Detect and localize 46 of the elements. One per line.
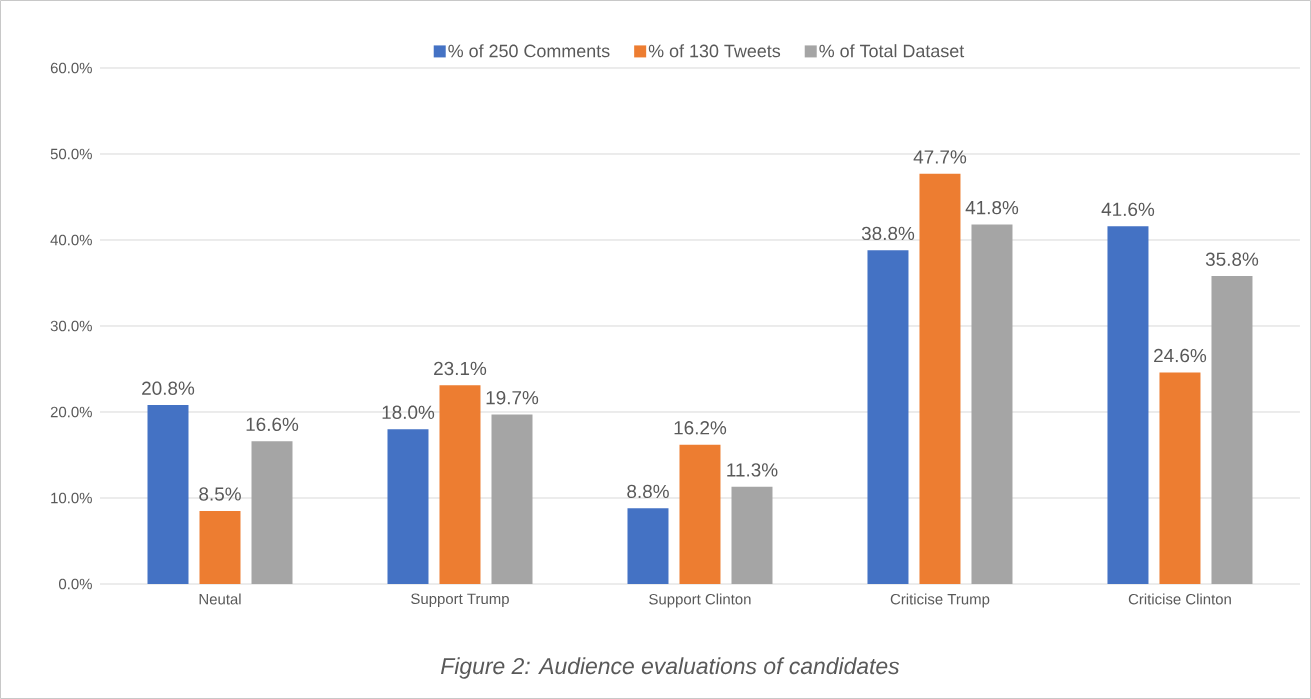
bar: [387, 429, 429, 584]
data-label: 18.0%: [382, 405, 435, 419]
x-tick-label: Criticise Clinton: [1128, 593, 1231, 605]
bar: [1159, 372, 1201, 584]
bar: [867, 250, 909, 584]
data-label: 41.6%: [1101, 202, 1155, 217]
bar: [627, 508, 669, 584]
x-tick-label: Neutal: [199, 593, 241, 605]
x-tick-label: Support Trump: [411, 593, 509, 608]
y-tick-label: 50.0%: [50, 148, 92, 160]
bar: [491, 414, 533, 584]
data-label: 8.5%: [199, 487, 241, 501]
data-label: 19.7%: [486, 390, 539, 405]
data-label: 38.8%: [861, 226, 915, 241]
x-tick-label: Support Clinton: [649, 593, 751, 608]
y-tick-label: 10.0%: [51, 492, 92, 504]
y-tick-label: 20.0%: [50, 406, 92, 418]
data-label: 47.7%: [913, 150, 967, 164]
legend-label: % of Total Dataset: [819, 44, 965, 58]
y-tick-label: 30.0%: [50, 320, 92, 332]
bar: [1211, 276, 1253, 584]
data-label: 16.6%: [246, 417, 299, 432]
bar: [251, 441, 293, 584]
legend-label: % of 130 Tweets: [648, 44, 781, 58]
x-tick-label: Criticise Trump: [890, 593, 990, 608]
bar: [147, 405, 189, 584]
bar: [1107, 226, 1149, 584]
y-tick-label: 0.0%: [59, 578, 92, 590]
legend-label: % of 250 Comments: [448, 44, 610, 58]
data-label: 41.8%: [965, 200, 1019, 215]
data-label: 11.3%: [727, 463, 778, 477]
bar: [731, 486, 773, 584]
data-label: 8.8%: [627, 484, 669, 499]
data-label: 24.6%: [1154, 348, 1207, 363]
y-tick-label: 60.0%: [50, 62, 92, 74]
caption: Figure 2: Audience evaluations of candidates: [440, 657, 900, 679]
bar: [919, 173, 961, 584]
y-tick-label: 40.0%: [50, 234, 92, 246]
bar: [971, 224, 1013, 584]
bar: [199, 510, 241, 584]
bar: [679, 444, 721, 584]
data-label: 20.8%: [142, 381, 195, 395]
bar: [439, 385, 481, 584]
data-label: 23.1%: [434, 361, 487, 376]
data-label: 35.8%: [1205, 252, 1259, 266]
data-label: 16.2%: [674, 421, 727, 435]
